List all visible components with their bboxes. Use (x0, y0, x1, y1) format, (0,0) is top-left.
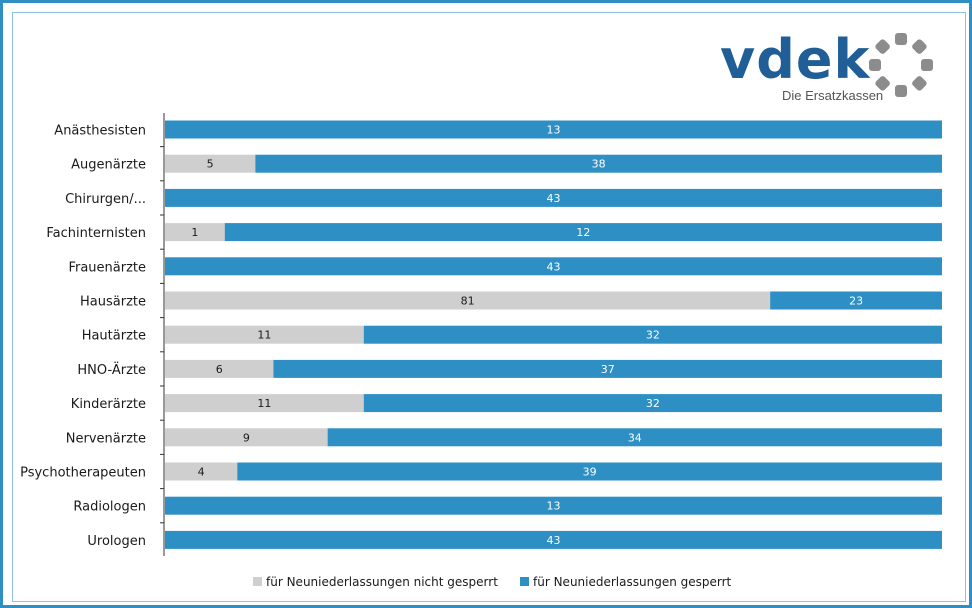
value-label-not-blocked: 81 (461, 295, 475, 308)
value-label-blocked: 37 (601, 363, 615, 376)
category-label: Augenärzte (71, 158, 146, 173)
bars-group: 13 5 38 43 1 12 43 81 23 11 32 6 37 11 32 9 34 4 39 13 43 (165, 120, 943, 549)
category-label: Chirurgen/... (65, 192, 146, 207)
bar-not-blocked (165, 154, 256, 173)
category-label: Hautärzte (82, 329, 146, 344)
bar-blocked (165, 120, 942, 139)
category-label: Radiologen (73, 500, 146, 515)
category-label: Frauenärzte (68, 260, 146, 275)
bar-not-blocked (165, 394, 364, 413)
logo-tagline: Die Ersatzkassen (782, 88, 884, 103)
chart-inner-border (12, 12, 966, 602)
bar-blocked (363, 394, 942, 413)
category-label: Nervenärzte (66, 431, 146, 446)
legend-label-blocked: für Neuniederlassungen gesperrt (533, 575, 732, 589)
value-label-blocked: 43 (547, 260, 561, 273)
value-label-blocked: 39 (583, 466, 597, 479)
logo-wordmark: vdek (720, 28, 871, 91)
logo-ring-segment (912, 39, 927, 54)
value-label-not-blocked: 11 (257, 397, 271, 410)
bar-blocked (165, 530, 942, 549)
value-label-blocked: 13 (547, 500, 561, 513)
value-label-blocked: 38 (592, 158, 606, 171)
legend-label-not-blocked: für Neuniederlassungen nicht gesperrt (266, 575, 498, 589)
category-label: Fachinternisten (46, 226, 146, 241)
bar-blocked (237, 462, 943, 481)
value-label-not-blocked: 1 (191, 226, 198, 239)
bar-not-blocked (165, 325, 364, 344)
logo-ring-icon (869, 33, 933, 97)
logo-ring-segment (912, 76, 927, 91)
value-label-blocked: 43 (547, 192, 561, 205)
value-label-not-blocked: 6 (216, 363, 223, 376)
category-label: Kinderärzte (71, 397, 146, 412)
bar-not-blocked (165, 291, 771, 310)
bar-not-blocked (165, 428, 328, 447)
value-label-not-blocked: 5 (207, 158, 214, 171)
bar-blocked (165, 257, 942, 276)
value-label-not-blocked: 4 (198, 466, 205, 479)
logo-ring-segment (895, 33, 907, 45)
bar-blocked (165, 496, 942, 515)
bar-blocked (363, 325, 942, 344)
vdek-logo: vdek Die Ersatzkassen (718, 26, 940, 110)
bar-not-blocked (165, 223, 225, 242)
category-label: Psychotherapeuten (20, 466, 146, 481)
value-label-blocked: 12 (576, 226, 590, 239)
bar-blocked (224, 223, 942, 242)
bar-blocked (273, 359, 943, 378)
category-label: HNO-Ärzte (77, 362, 146, 378)
category-label: Anästhesisten (54, 124, 146, 139)
value-label-blocked: 34 (628, 431, 642, 444)
category-label: Hausärzte (80, 295, 146, 310)
value-label-blocked: 32 (646, 397, 660, 410)
bar-not-blocked (165, 359, 274, 378)
bar-not-blocked (165, 462, 238, 481)
value-label-blocked: 32 (646, 329, 660, 342)
bar-blocked (327, 428, 942, 447)
legend: für Neuniederlassungen nicht gesperrt fü… (253, 575, 732, 589)
value-label-blocked: 13 (547, 124, 561, 137)
logo-ring-segment (875, 39, 890, 54)
value-label-not-blocked: 9 (243, 431, 250, 444)
value-label-not-blocked: 11 (257, 329, 271, 342)
logo-ring-segment (895, 85, 907, 97)
logo-ring-segment (869, 59, 881, 71)
value-label-blocked: 23 (849, 295, 863, 308)
value-label-blocked: 43 (547, 534, 561, 547)
legend-swatch-blocked (520, 577, 529, 586)
logo-ring-segment (875, 76, 890, 91)
logo-ring-segment (921, 59, 933, 71)
bar-blocked (255, 154, 943, 173)
bar-blocked (165, 188, 942, 207)
legend-swatch-not-blocked (253, 577, 262, 586)
category-label: Urologen (87, 534, 146, 549)
bar-blocked (770, 291, 942, 310)
